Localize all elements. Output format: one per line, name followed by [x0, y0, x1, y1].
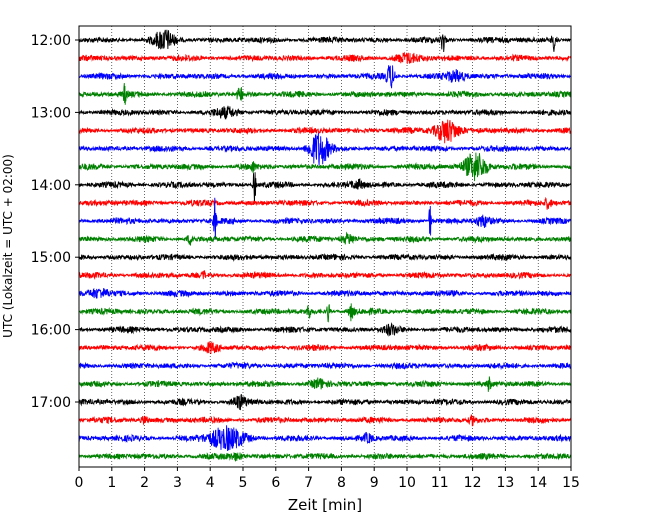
trace-row	[78, 376, 572, 392]
trace-row	[78, 29, 572, 53]
x-tick-label: 0	[75, 475, 84, 491]
trace-row	[78, 303, 572, 323]
y-axis-ticks: 12:00 13:00 14:00 15:00 16:00 17:00	[31, 33, 79, 411]
x-tick-label: 8	[337, 475, 346, 491]
trace-row	[78, 119, 572, 144]
y-tick-label: 17:00	[31, 395, 71, 411]
x-tick-label: 5	[239, 475, 248, 491]
trace-row	[78, 252, 572, 262]
trace-row	[78, 197, 572, 240]
plot-frame	[78, 25, 572, 468]
trace-row	[78, 287, 572, 299]
x-tick-label: 7	[304, 475, 313, 491]
trace-row	[78, 132, 572, 166]
x-tick-label: 9	[370, 475, 379, 491]
trace-row	[78, 172, 572, 204]
x-tick-label: 14	[529, 475, 547, 491]
y-tick-label: 15:00	[31, 250, 71, 266]
y-tick-label: 14:00	[31, 178, 71, 194]
x-tick-label: 2	[140, 475, 149, 491]
x-tick-label: 10	[398, 475, 416, 491]
y-tick-label: 13:00	[31, 105, 71, 121]
trace-row	[78, 83, 572, 105]
x-tick-label: 15	[562, 475, 580, 491]
x-tick-label: 11	[431, 475, 449, 491]
trace-row	[78, 425, 572, 452]
y-axis-label: UTC (Lokalzeit = UTC + 02:00)	[1, 154, 15, 338]
x-axis-label: Zeit [min]	[288, 496, 362, 514]
trace-row	[78, 196, 572, 210]
trace-row	[78, 51, 572, 65]
trace-row	[78, 451, 572, 462]
y-tick-label: 12:00	[31, 33, 71, 49]
x-tick-label: 1	[107, 475, 116, 491]
trace-row	[78, 361, 572, 371]
x-axis-ticks: 0 1 2 3 4 5 6 7 8 9 10 11 12 13 14 15	[75, 467, 580, 491]
trace-row	[78, 394, 572, 411]
x-tick-label: 3	[173, 475, 182, 491]
x-tick-label: 12	[464, 475, 482, 491]
trace-row	[78, 152, 572, 182]
x-tick-label: 6	[271, 475, 280, 491]
trace-row	[78, 270, 572, 280]
trace-row	[78, 414, 572, 427]
trace-row	[78, 341, 572, 355]
trace-row	[78, 65, 572, 89]
x-tick-label: 13	[496, 475, 514, 491]
seismogram-traces	[78, 29, 572, 462]
trace-row	[78, 231, 572, 246]
trace-row	[78, 322, 572, 337]
trace-row	[78, 105, 572, 120]
y-tick-label: 16:00	[31, 323, 71, 339]
x-tick-label: 4	[206, 475, 215, 491]
